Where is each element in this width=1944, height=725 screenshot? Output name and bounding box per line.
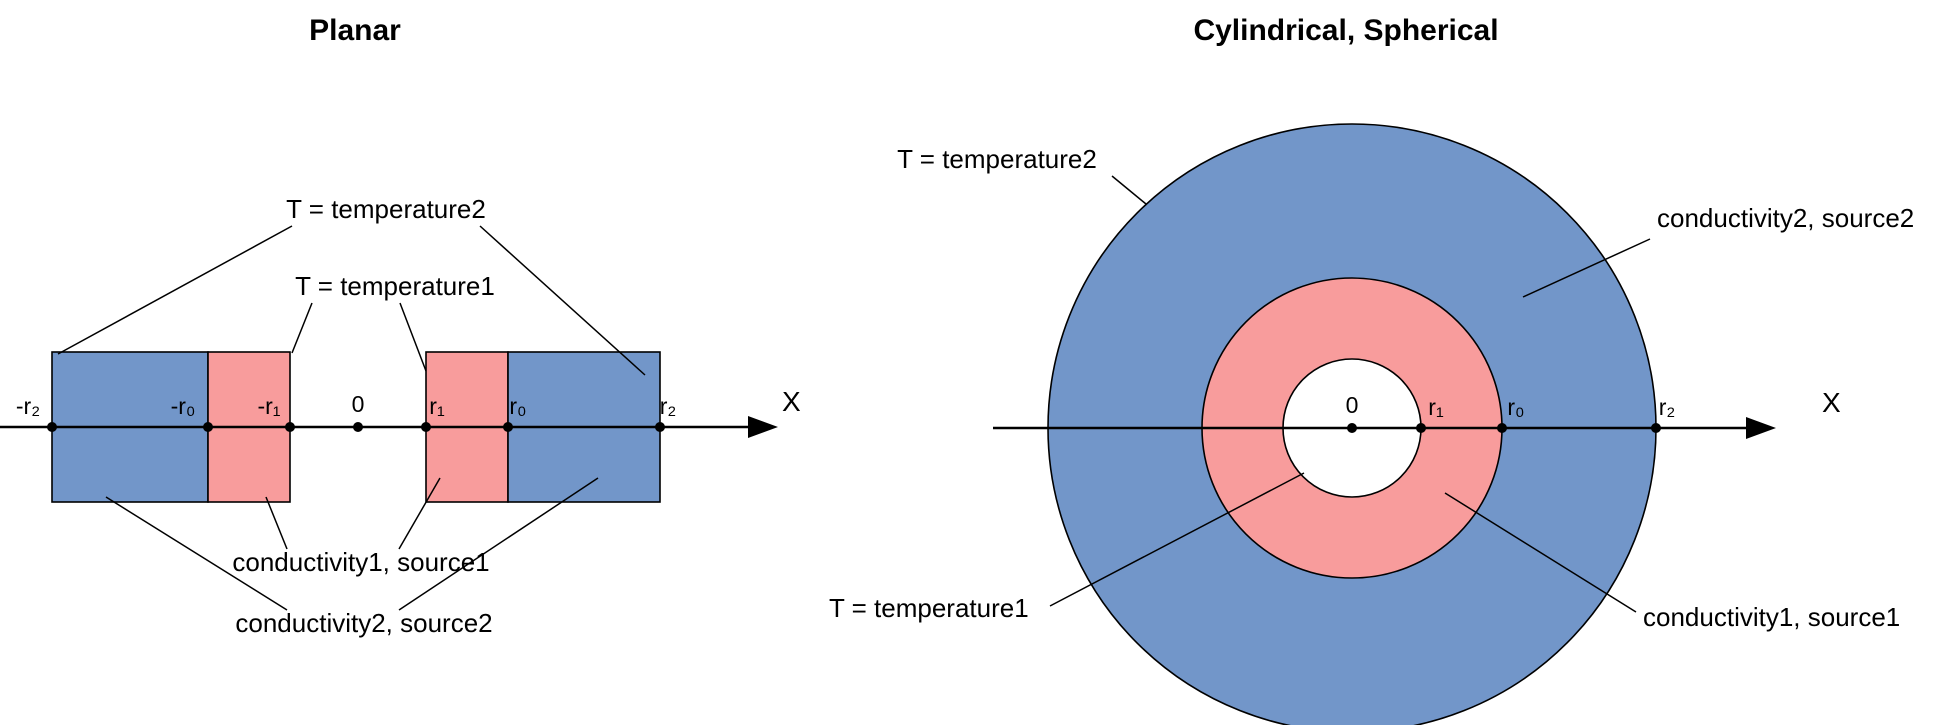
radial-tick-zero: 0 — [1346, 392, 1359, 418]
leader-line-planar-temperature1-left — [291, 302, 313, 354]
planar-axis-arrowhead-icon — [748, 416, 778, 438]
radial-tick-r1: r₁ — [1428, 394, 1444, 420]
planar-annotation-conductivity2: conductivity2, source2 — [235, 608, 492, 638]
planar-point-neg-r1 — [285, 422, 295, 432]
planar-title: Planar — [309, 14, 401, 47]
planar-point-neg-r2 — [47, 422, 57, 432]
planar-point-zero — [353, 422, 363, 432]
radial-point-r0 — [1497, 423, 1507, 433]
leader-line-radial-temperature2 — [1111, 175, 1147, 205]
planar-tick-neg-r1: -r₁ — [257, 393, 280, 419]
leader-line-radial-conductivity2 — [1522, 238, 1651, 298]
leader-line-planar-temperature2-right — [479, 225, 646, 376]
planar-point-neg-r0 — [203, 422, 213, 432]
radial-annotation-conductivity1: conductivity1, source1 — [1643, 602, 1900, 632]
planar-tick-r0: r₀ — [509, 393, 526, 419]
radial-panel: Cylindrical, Spherical X 0 r₁ r₀ r₂ T = … — [829, 14, 1914, 725]
radial-title: Cylindrical, Spherical — [1193, 14, 1498, 47]
leader-line-planar-conductivity2-right — [398, 477, 599, 611]
planar-point-r0 — [503, 422, 513, 432]
planar-axis-label: X — [782, 386, 801, 417]
radial-annotation-temperature1: T = temperature1 — [829, 593, 1029, 623]
leader-line-planar-conductivity2-left — [105, 496, 288, 611]
planar-tick-r2: r₂ — [660, 393, 677, 419]
radial-point-r1 — [1416, 423, 1426, 433]
leader-line-planar-temperature1-right — [399, 302, 427, 372]
radial-axis-label: X — [1822, 387, 1841, 418]
leader-line-planar-conductivity1-left — [265, 496, 288, 550]
planar-tick-r1: r₁ — [429, 393, 445, 419]
planar-annotation-conductivity1: conductivity1, source1 — [232, 547, 489, 577]
planar-annotation-temperature1: T = temperature1 — [295, 271, 495, 301]
planar-tick-neg-r2: -r₂ — [16, 393, 40, 419]
leader-line-planar-conductivity1-right — [398, 477, 441, 550]
leader-line-planar-temperature2-left — [57, 225, 293, 355]
radial-point-zero — [1347, 423, 1357, 433]
planar-tick-neg-r0: -r₀ — [171, 393, 196, 419]
radial-axis-arrowhead-icon — [1746, 417, 1776, 439]
radial-annotation-temperature2: T = temperature2 — [897, 144, 1097, 174]
radial-point-r2 — [1651, 423, 1661, 433]
leader-line-radial-temperature1 — [1049, 472, 1305, 607]
planar-annotation-temperature2: T = temperature2 — [286, 194, 486, 224]
planar-point-r2 — [655, 422, 665, 432]
planar-tick-zero: 0 — [352, 391, 365, 417]
radial-annotation-conductivity2: conductivity2, source2 — [1657, 203, 1914, 233]
planar-panel: Planar X -r₂ -r₀ -r₁ 0 r₁ r₀ r₂ T = temp… — [0, 14, 801, 638]
leader-line-radial-conductivity1 — [1444, 492, 1637, 613]
radial-tick-r2: r₂ — [1659, 394, 1676, 420]
planar-point-r1 — [421, 422, 431, 432]
radial-tick-r0: r₀ — [1507, 394, 1524, 420]
